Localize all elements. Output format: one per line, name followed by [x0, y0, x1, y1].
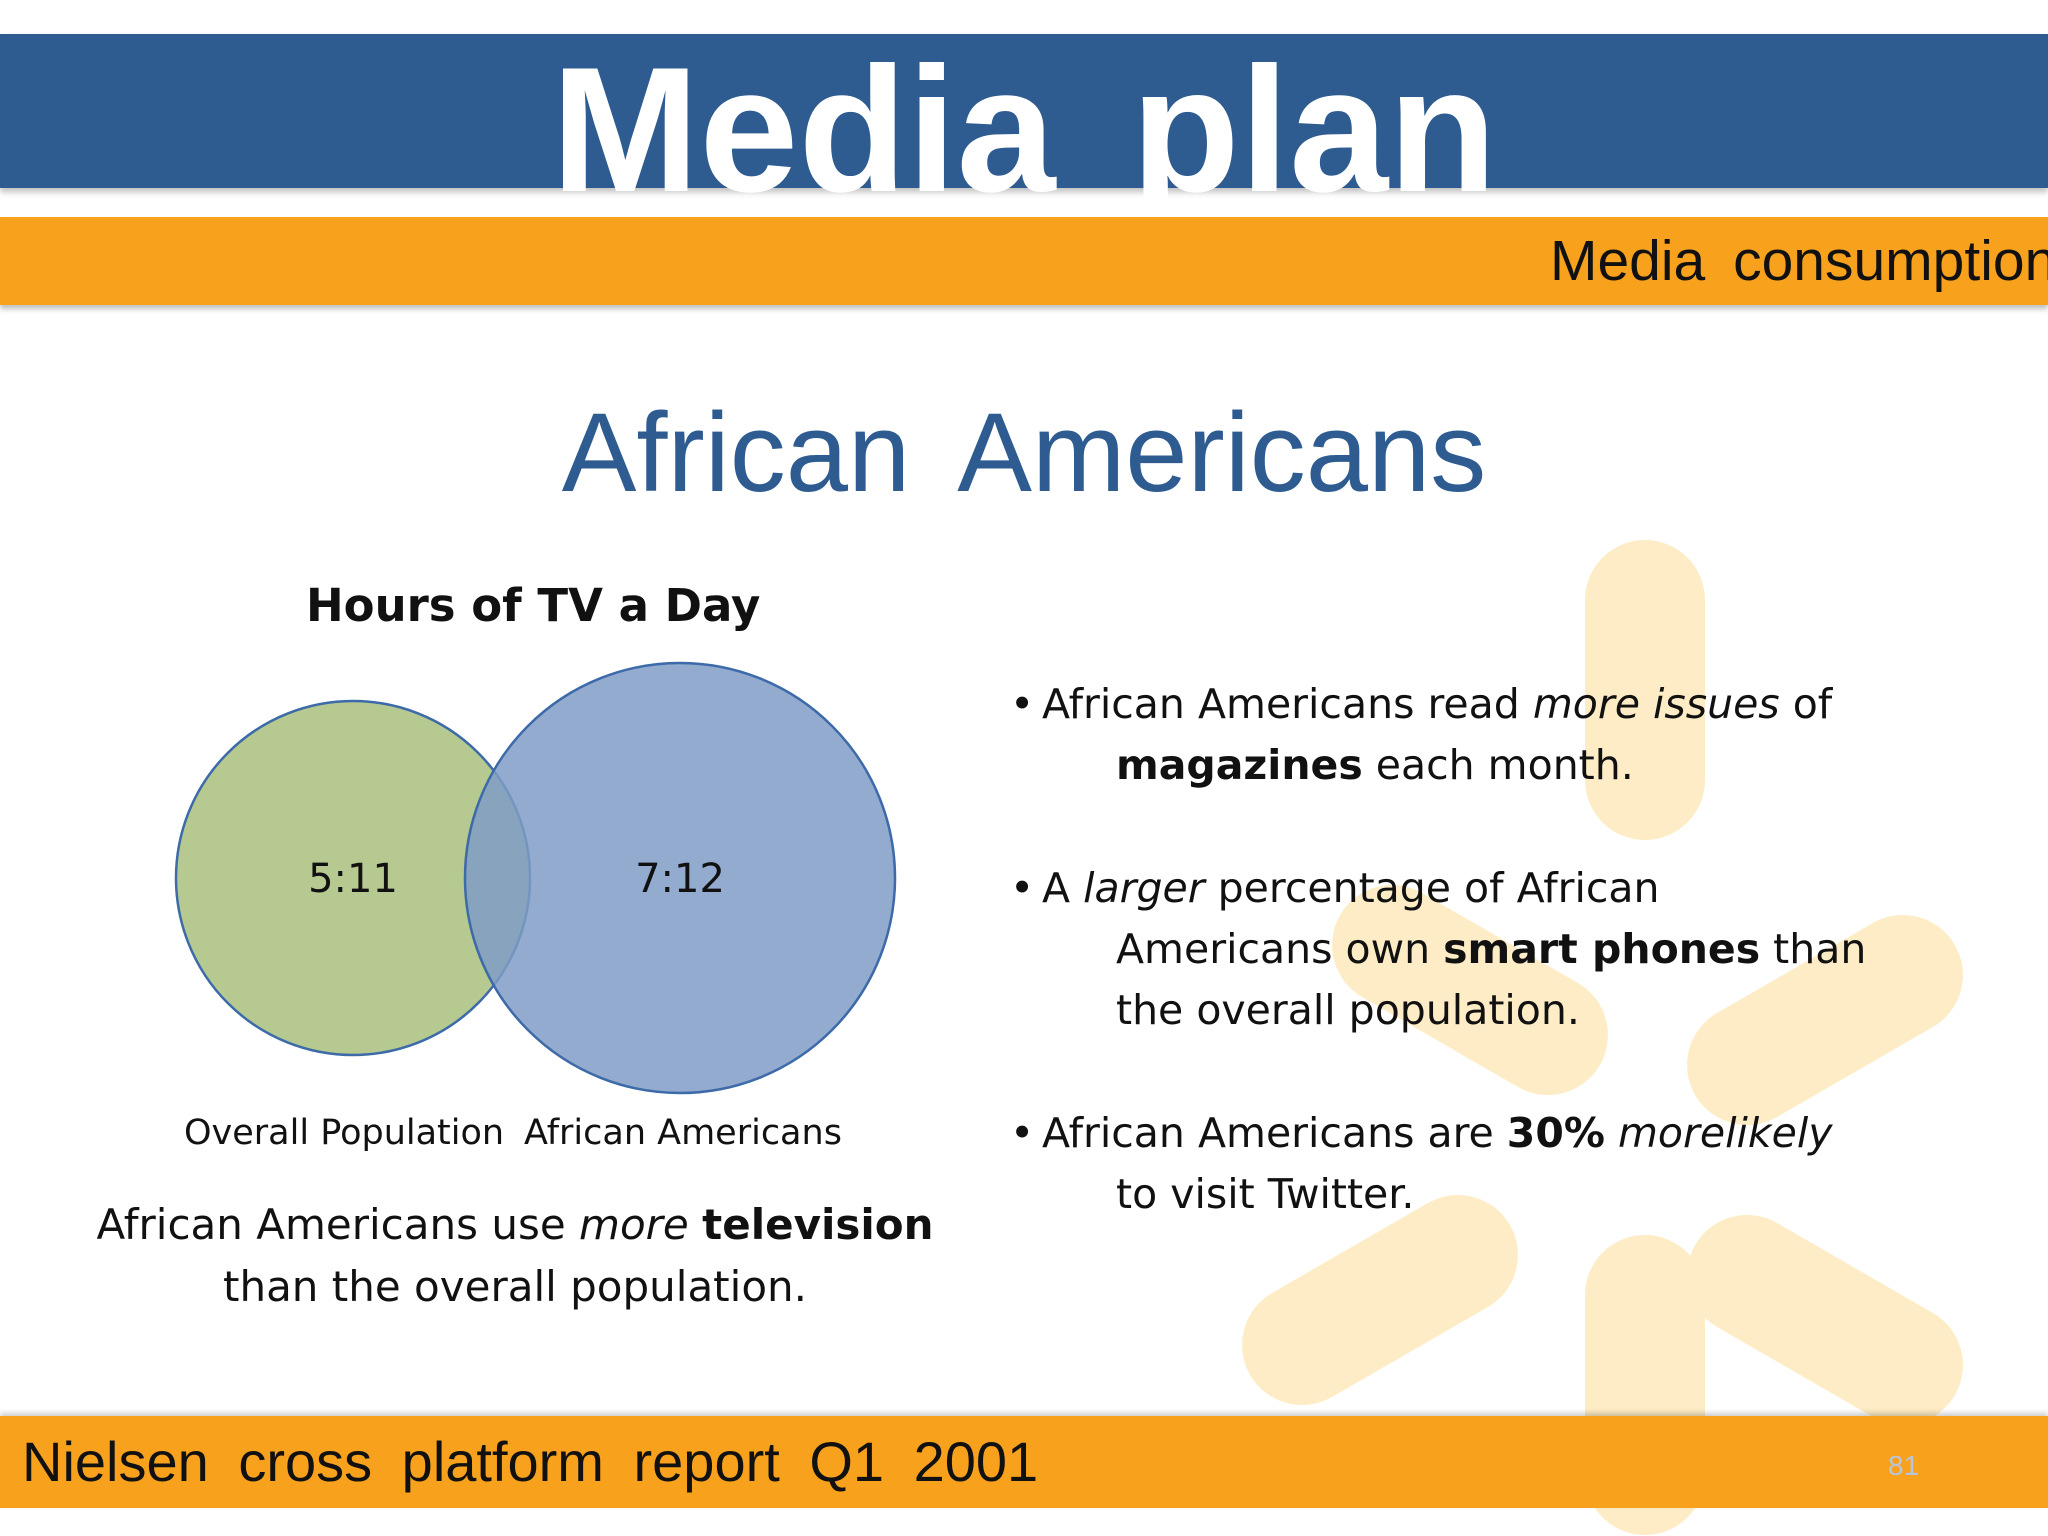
venn-value-african-americans: 7:12	[635, 856, 725, 902]
chart-caption: African Americans use more television th…	[80, 1194, 950, 1318]
bullet-text: Americans own	[1116, 925, 1444, 973]
footer-source: Nielsen cross platform report Q1 2001	[22, 1430, 1039, 1493]
venn-value-overall: 5:11	[308, 856, 398, 902]
bullet-continuation: to visit Twitter.	[1042, 1164, 1910, 1225]
venn-diagram: 5:11 7:12	[174, 661, 897, 1095]
bullet-text: each month.	[1362, 741, 1634, 789]
bullet-item: • African Americans are 30% morelikely t…	[1010, 1103, 1910, 1225]
bullet-italic: larger	[1083, 864, 1205, 912]
bullet-text: than	[1760, 925, 1867, 973]
caption-text: African Americans use	[96, 1200, 580, 1249]
title-bar	[0, 34, 2048, 188]
caption-italic: more	[579, 1200, 689, 1249]
venn-circle-african-americans	[463, 661, 897, 1095]
venn-label-overall: Overall Population	[184, 1113, 505, 1153]
bullet-text: to visit Twitter.	[1116, 1170, 1415, 1218]
bullet-item: • A larger percentage of African America…	[1010, 858, 1910, 1041]
bullet-italic: morelikely	[1617, 1109, 1833, 1157]
bullet-bold: 30%	[1506, 1109, 1605, 1157]
page-number: 81	[1888, 1450, 1920, 1481]
bullet-text: of	[1779, 680, 1833, 728]
bullet-dot-icon: •	[1010, 680, 1035, 728]
bullet-text: A	[1042, 864, 1084, 912]
slide-title: Media plan	[551, 30, 1497, 229]
bullet-text: the overall population.	[1116, 986, 1580, 1034]
bullet-text: African Americans are	[1042, 1109, 1507, 1157]
slide-heading: African Americans	[561, 390, 1487, 515]
bullet-item: • African Americans read more issues of …	[1010, 674, 1910, 796]
bullet-text: African Americans read	[1042, 680, 1533, 728]
subtitle-bar: Media consumption	[0, 217, 2048, 305]
footer-bar: Nielsen cross platform report Q1 2001 81	[0, 1416, 2048, 1508]
section-subtitle: Media consumption	[1550, 229, 2048, 293]
bullet-dot-icon: •	[1010, 864, 1035, 912]
chart-title: Hours of TV a Day	[306, 579, 761, 632]
bullet-bold: smart phones	[1443, 925, 1761, 973]
caption-text-2: than the overall population.	[222, 1262, 807, 1311]
bullet-continuation: the overall population.	[1042, 980, 1910, 1041]
caption-bold: television	[702, 1200, 934, 1249]
bullet-list: • African Americans read more issues of …	[1010, 674, 1910, 1225]
bullet-bold: magazines	[1116, 741, 1363, 789]
bullet-continuation: magazines each month.	[1042, 735, 1910, 796]
venn-label-african-americans: African Americans	[524, 1113, 842, 1153]
bullet-italic: more issues	[1532, 680, 1780, 728]
bullet-dot-icon: •	[1010, 1109, 1035, 1157]
bullet-continuation: Americans own smart phones than	[1042, 919, 1910, 980]
bullet-text: percentage of African	[1204, 864, 1660, 912]
